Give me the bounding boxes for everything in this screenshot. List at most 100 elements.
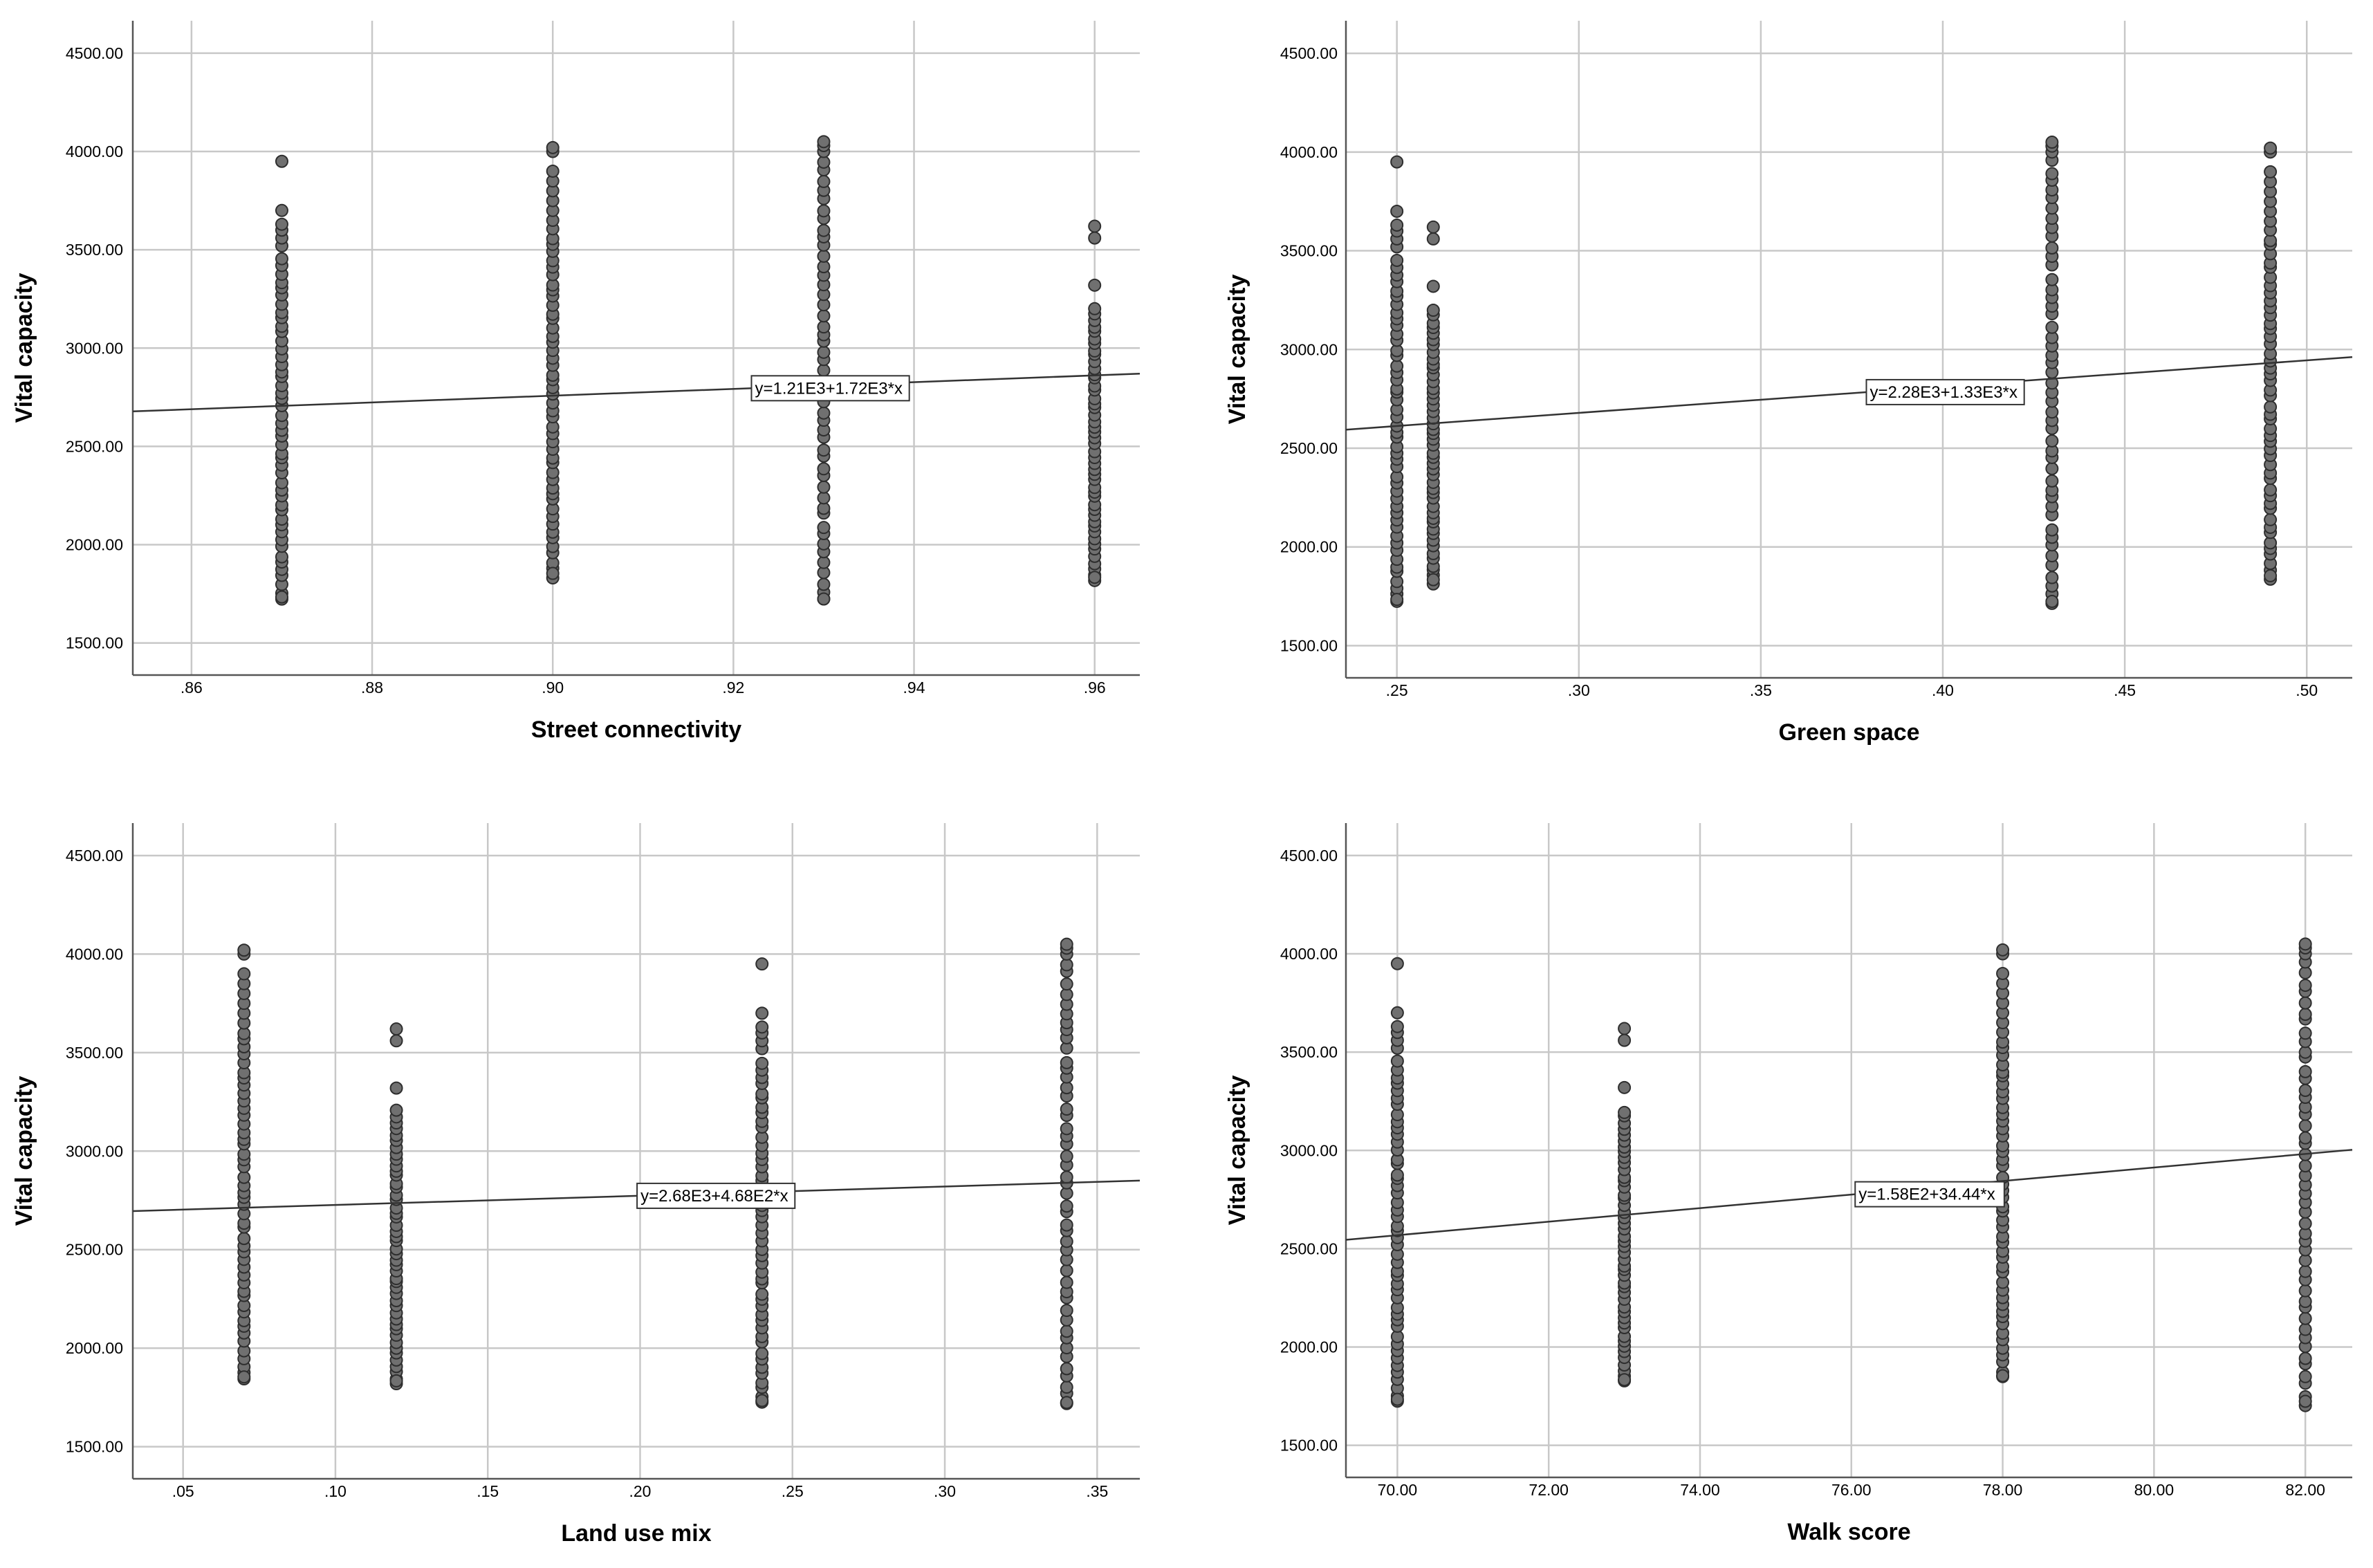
data-point [2298,1159,2312,1173]
chart-land-use-mix: .05 .10 .15 .20 .25 .30 .35 1500.00 2000.00 2500.… [11,823,1141,1547]
data-point [546,140,560,154]
data-point [2298,1083,2312,1097]
data-point [755,1006,769,1020]
data-point [1426,279,1440,293]
y-tick-label: 2500.00 [1280,1239,1338,1257]
data-point [1426,220,1440,234]
data-point [237,1370,251,1384]
x-tick-label: .86 [181,679,203,697]
data-point [817,320,831,334]
y-tick-label: 4000.00 [66,142,123,160]
data-point [2298,1064,2312,1078]
x-tick-label: .50 [2296,681,2318,699]
data-point [2264,513,2278,526]
x-tick-label: .25 [782,1482,804,1500]
data-point [2045,462,2059,476]
data-point [275,217,288,231]
y-tick-label: 3500.00 [66,1044,123,1062]
data-point [1060,1325,1073,1338]
data-point [2298,1394,2312,1408]
data-point [1996,1369,2010,1383]
data-point [2298,1217,2312,1230]
y-tick-label: 4000.00 [1280,143,1338,161]
data-point [817,135,831,149]
data-point [2298,996,2312,1010]
data-point [1618,1080,1632,1094]
data-point [2298,1322,2312,1336]
data-point [2045,549,2059,563]
data-point [546,164,560,178]
data-point [817,345,831,359]
y-axis-title: Vital capacity [11,1076,37,1226]
x-tick-label: 72.00 [1529,1481,1569,1499]
data-point [2298,1352,2312,1365]
data-point [1088,302,1102,315]
data-point [1996,943,2010,957]
x-tick-label: 70.00 [1378,1481,1418,1499]
fit-line [1345,356,2353,431]
x-tick-label: .15 [477,1482,499,1500]
data-point [237,1232,251,1246]
data-point [1390,1020,1404,1033]
data-point [817,491,831,505]
data-point [546,566,560,580]
x-tick-label: .94 [903,679,925,697]
fit-equation-label: y=2.68E3+4.68E2*x [640,1187,788,1206]
data-point [817,223,831,237]
y-tick-label: 4500.00 [66,847,123,865]
chart-green-space: .25 .30 .35 .40 .45 .50 1500.00 2000.00 2500.00 3… [1224,21,2353,746]
data-point [755,1056,769,1070]
x-tick-label: .96 [1084,679,1106,697]
data-point [2298,1369,2312,1383]
x-tick-label: .10 [324,1482,347,1500]
y-tick-label: 2000.00 [66,1339,123,1357]
data-point [817,578,831,591]
data-point [2298,1311,2312,1325]
y-tick-label: 3000.00 [66,1142,123,1160]
data-point [1088,571,1102,584]
data-point [2264,483,2278,497]
y-tick-label: 2000.00 [1280,538,1338,556]
data-point [389,1103,403,1117]
data-point [2045,434,2059,448]
x-tick-label: 74.00 [1680,1481,1720,1499]
x-tick-label: 78.00 [1983,1481,2023,1499]
data-point [755,1020,769,1034]
fit-line [132,373,1141,413]
x-tick-label: .35 [1086,1482,1108,1500]
data-point [2298,1295,2312,1309]
data-point [1390,218,1404,232]
y-axis-title: Vital capacity [1224,1076,1250,1226]
y-tick-label: 2000.00 [66,536,123,554]
x-tick-label: .90 [542,679,564,697]
data-point [237,967,251,981]
data-point [2264,400,2278,414]
data-point [1390,204,1404,218]
data-point [1060,1275,1073,1289]
data-point [1426,232,1440,246]
data-point [755,1287,769,1301]
y-tick-label: 1500.00 [1280,1437,1338,1455]
x-tick-label: 80.00 [2134,1481,2175,1499]
data-point [2298,1119,2312,1133]
data-point [2298,1045,2312,1059]
data-point [1060,1362,1073,1376]
y-tick-label: 4500.00 [1280,44,1338,62]
data-point [1618,1022,1632,1035]
x-tick-label: .35 [1750,681,1772,699]
fit-equation-label: y=1.58E2+34.44*x [1858,1186,1995,1204]
y-tick-label: 4000.00 [66,945,123,963]
data-point [2045,405,2059,419]
y-tick-label: 3000.00 [66,339,123,357]
data-point [389,1374,403,1387]
data-point [1390,1392,1404,1406]
data-point [817,249,831,263]
y-tick-label: 4500.00 [66,44,123,62]
data-point [275,252,288,266]
data-point [1390,155,1404,169]
data-point [1390,1054,1404,1068]
data-point [2045,320,2059,334]
data-point [2264,165,2278,178]
data-point [389,1022,403,1036]
